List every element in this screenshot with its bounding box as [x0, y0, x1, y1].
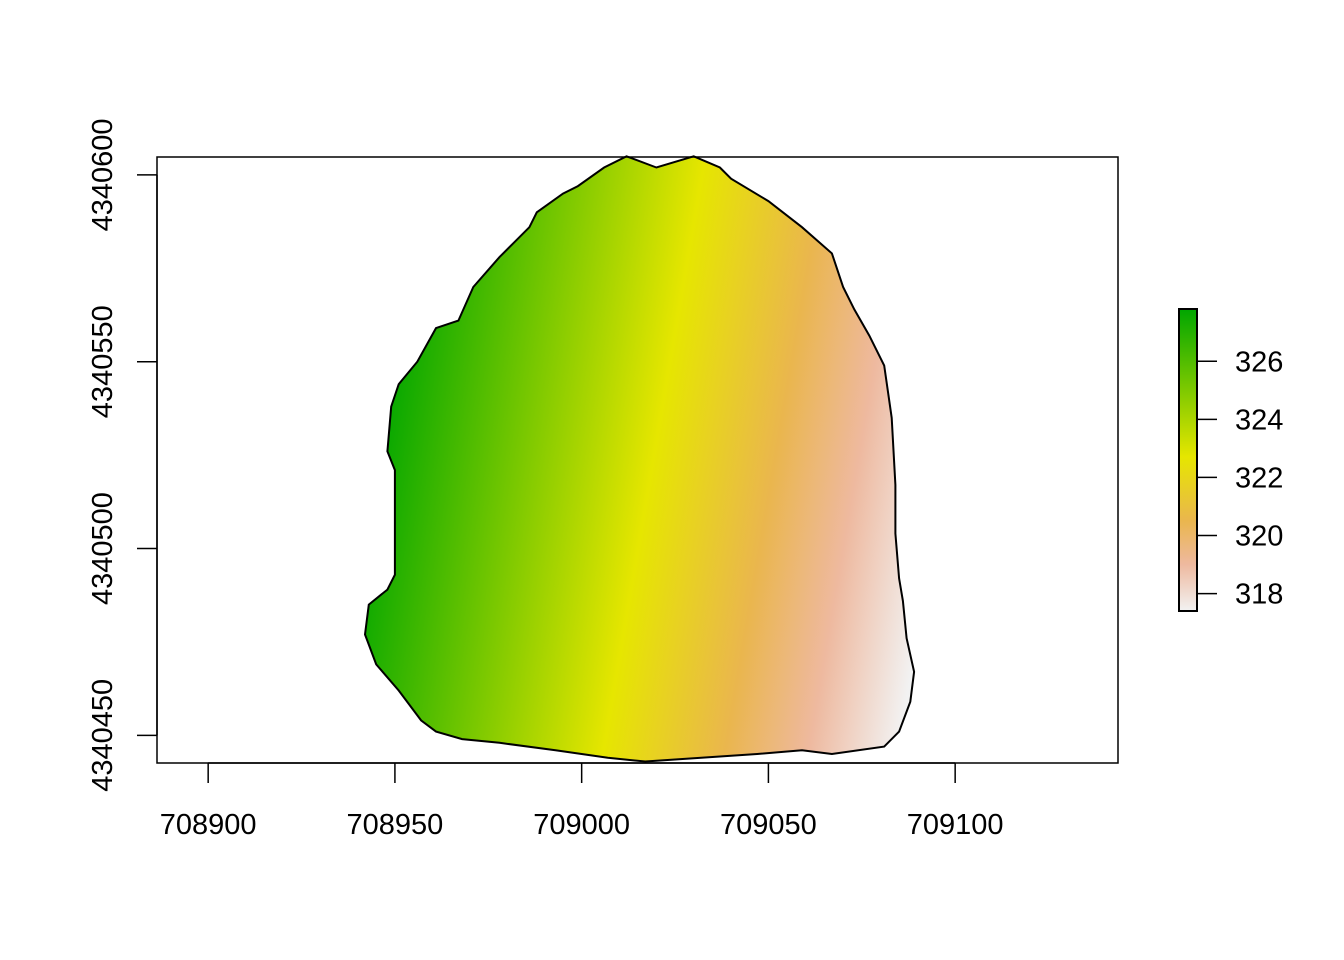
colorbar-tick-label: 324 [1235, 404, 1283, 436]
colorbar-tick-label: 318 [1235, 579, 1283, 611]
y-tick-label: 4340500 [87, 492, 119, 605]
y-axis: 4340600 4340550 4340500 4340450 [87, 118, 158, 792]
x-axis: 708900 708950 709000 709050 709100 [160, 762, 1004, 841]
colorbar [1178, 308, 1198, 612]
x-tick-label: 709050 [720, 809, 817, 841]
x-tick-label: 708950 [347, 809, 444, 841]
x-tick-label: 709000 [533, 809, 630, 841]
y-tick-label: 4340450 [87, 679, 119, 792]
x-tick-label: 708900 [160, 809, 257, 841]
elevation-raster [363, 155, 916, 763]
colorbar-tick-label: 320 [1235, 521, 1283, 553]
y-tick-label: 4340600 [87, 118, 119, 231]
colorbar-legend: 326 324 322 320 318 [1178, 308, 1283, 612]
colorbar-tick-label: 326 [1235, 346, 1283, 378]
colorbar-tick-label: 322 [1235, 462, 1283, 494]
x-tick-label: 709100 [907, 809, 1004, 841]
y-tick-label: 4340550 [87, 305, 119, 418]
